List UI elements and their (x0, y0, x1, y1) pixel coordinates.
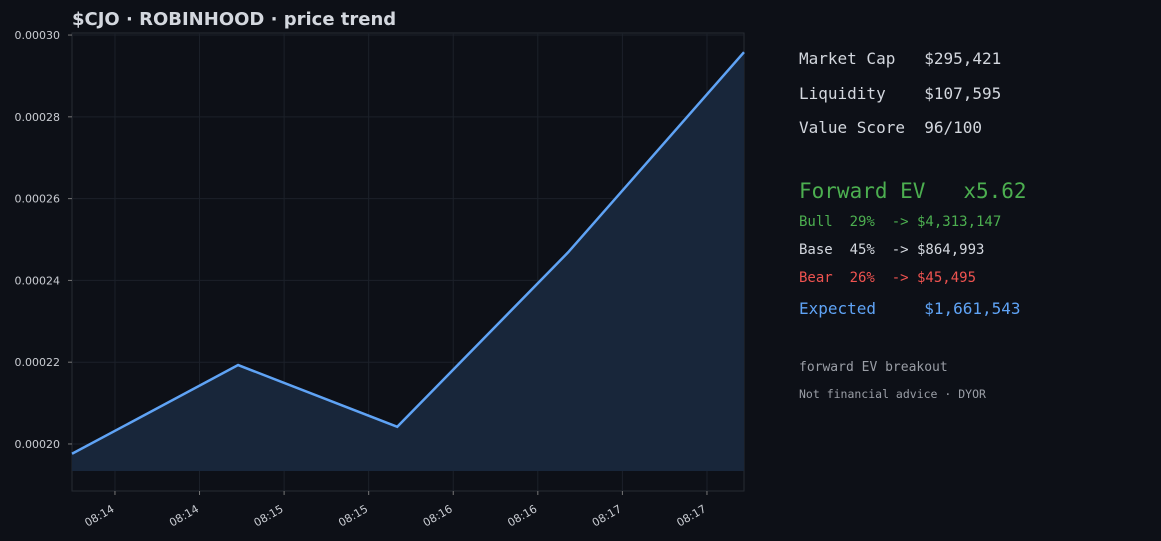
chart-title: $CJO · ROBINHOOD · price trend (72, 9, 396, 30)
y-tick-label: 0.00024 (15, 274, 61, 287)
note: forward EV breakout (799, 360, 948, 375)
x-tick-label: 08:14 (83, 502, 117, 529)
scenario-line: Expected $1,661,543 (799, 299, 1021, 318)
x-tick-label: 08:16 (505, 502, 539, 529)
y-tick-label: 0.00026 (15, 193, 61, 206)
scenario-line: Base 45% -> $864,993 (799, 242, 985, 258)
price-line (71, 51, 745, 455)
x-tick-label: 08:16 (421, 502, 455, 529)
side-panel: Market Cap $295,421 Liquidity $107,595 Val… (799, 0, 1159, 541)
y-tick-label: 0.00028 (15, 111, 61, 124)
scenario-line: Bear 26% -> $45,495 (799, 270, 977, 286)
x-tick-label: 08:17 (590, 502, 624, 529)
y-tick-label: 0.00020 (15, 438, 61, 451)
stat-line: Value Score 96/100 (799, 118, 983, 137)
x-tick-label: 08:17 (675, 502, 709, 529)
scenario-line: Bull 29% -> $4,313,147 (799, 214, 1002, 230)
x-tick-label: 08:14 (167, 502, 201, 529)
forward-ev: Forward EV x5.62 (799, 179, 1027, 203)
y-tick-label: 0.00030 (15, 29, 61, 42)
x-tick-label: 08:15 (336, 502, 370, 529)
stat-line: Liquidity $107,595 (799, 83, 1002, 103)
stat-line: Market Cap $295,421 (799, 49, 1002, 68)
x-tick-label: 08:15 (252, 502, 286, 529)
y-tick-label: 0.00022 (15, 356, 61, 369)
disclaimer: Not financial advice · DYOR (799, 387, 986, 401)
